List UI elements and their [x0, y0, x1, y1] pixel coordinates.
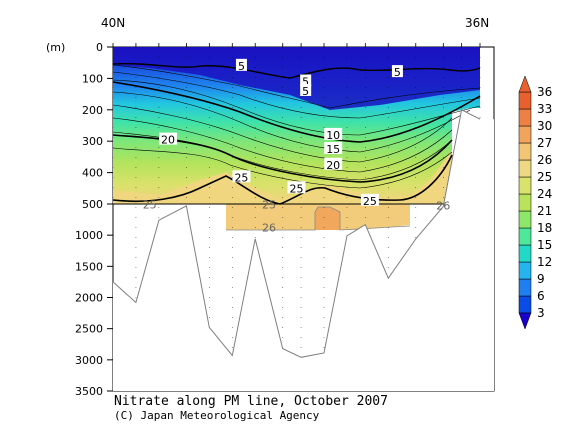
contour-label-bg [324, 142, 343, 155]
deep-high-nitrate-patch [315, 207, 340, 230]
y-axis-unit: (m) [46, 41, 65, 54]
colorbar-tick-label: 18 [537, 221, 552, 235]
y-tick-label: 3500 [75, 385, 103, 398]
contour-label: 25 [290, 182, 304, 195]
contour-label-bg [235, 58, 247, 71]
contour-label: 5 [302, 76, 309, 89]
colorbar-tick-label: 33 [537, 102, 552, 116]
y-tick-label: 3000 [75, 354, 103, 367]
colorbar-tick-label: 3 [537, 306, 545, 320]
y-axis: 0 100 200 300 400 500 1000 1500 2000 2500 3000 3500 [75, 41, 113, 398]
y-tick-label: 2500 [75, 323, 103, 336]
colorbar-swatch [518, 278, 532, 297]
y-tick-label: 100 [82, 72, 103, 85]
y-tick-label: 2000 [75, 292, 103, 305]
contour-label-bg [159, 132, 178, 145]
colorbar-swatch [518, 193, 532, 212]
contour-label-bg [232, 170, 251, 183]
colorbar-tick-label: 15 [537, 238, 552, 252]
y-tick-label: 1500 [75, 260, 103, 273]
contour-label-bg [287, 181, 306, 194]
bottom-profile-line [112, 109, 481, 358]
contour-label-bg [391, 65, 403, 78]
colorbar-swatch [518, 295, 532, 314]
contour-label: 15 [326, 143, 340, 156]
surface-5-contour [112, 62, 481, 79]
colorbar-swatch [518, 108, 532, 127]
contour-label-bg [324, 127, 343, 140]
contour-label: 25 [143, 198, 157, 211]
colorbar-swatch [518, 227, 532, 246]
y-tick-label: 300 [82, 135, 103, 148]
colorbar-swatch [518, 142, 532, 161]
colorbar-tick-label: 25 [537, 170, 552, 184]
contour-label: 25 [363, 195, 377, 208]
surface-low-nitrate-band [113, 47, 480, 110]
station-markers [112, 43, 481, 358]
contour-label: 26 [262, 222, 276, 235]
contour-label: 25 [234, 171, 248, 184]
colorbar-swatch [518, 91, 532, 110]
x-tick-label-36n: 36N [465, 16, 489, 30]
contour-label: 20 [161, 134, 175, 147]
contour-label-bg [360, 193, 379, 206]
contour-label-bg [300, 74, 312, 87]
colorbar-max-triangle [518, 75, 532, 93]
colorbar-tick-label: 30 [537, 119, 552, 133]
colorbar-tick-label: 21 [537, 204, 552, 218]
y-tick-label: 500 [82, 198, 103, 211]
y-tick-label: 400 [82, 167, 103, 180]
colorbar-swatch [518, 210, 532, 229]
contour-label: 5 [394, 66, 401, 79]
colorbar-swatch [518, 176, 532, 195]
contour-label-bg [300, 83, 312, 96]
y-tick-label: 1000 [75, 229, 103, 242]
colorbar-swatch [518, 125, 532, 144]
contour-label: 26 [436, 200, 450, 213]
y-tick-label: 200 [82, 104, 103, 117]
colorbar-swatch [518, 261, 532, 280]
warm-subsurface-band [113, 150, 452, 204]
contour-label: 25 [262, 199, 276, 212]
deep-field-fill [226, 204, 410, 230]
colorbar-swatch [518, 244, 532, 263]
colorbar-tick-label: 27 [537, 136, 552, 150]
y-tick-label: 0 [96, 41, 103, 54]
colorbar-tick-label: 6 [537, 289, 545, 303]
contour-label: 20 [326, 159, 340, 172]
contour-label: 10 [326, 129, 340, 142]
bottom-mask [113, 109, 494, 392]
contour-label: 5 [238, 60, 245, 73]
colorbar-tick-label: 36 [537, 85, 552, 99]
colorbar-tick-label: 12 [537, 255, 552, 269]
credit-text: (C) Japan Meteorological Agency [114, 409, 320, 422]
colorbar-min-triangle [518, 312, 532, 330]
x-tick-label-40n: 40N [101, 16, 125, 30]
chart-title: Nitrate along PM line, October 2007 [114, 394, 388, 409]
contour-label: 5 [302, 85, 309, 98]
colorbar-tick-label: 9 [537, 272, 545, 286]
colorbar-tick-label: 24 [537, 187, 552, 201]
colorbar-tick-label: 26 [537, 153, 552, 167]
contour-label-bg [324, 157, 343, 170]
colorbar-swatch [518, 159, 532, 178]
